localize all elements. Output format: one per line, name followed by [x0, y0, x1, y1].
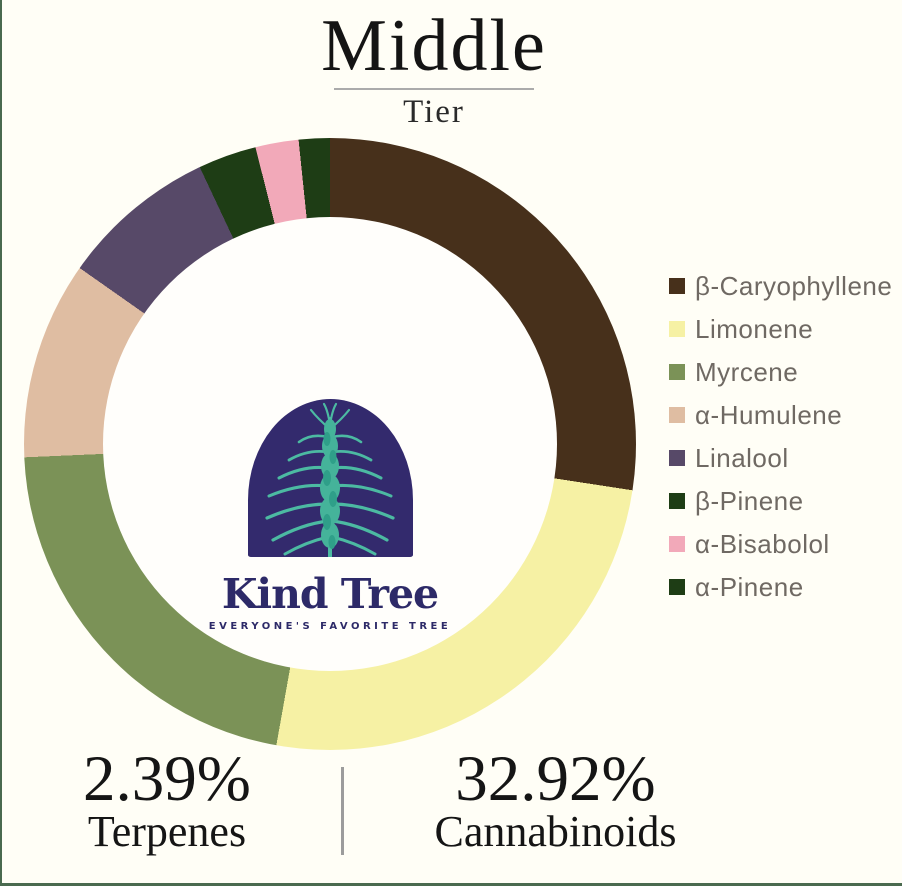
legend-swatch	[669, 364, 685, 380]
title-underline	[334, 88, 534, 90]
legend-label: Myrcene	[695, 356, 799, 387]
legend-swatch	[669, 321, 685, 337]
donut-hole: Kind Tree EVERYONE'S FAVORITE TREE	[103, 217, 557, 671]
cannabinoids-stat: 32.92% Cannabinoids	[348, 743, 763, 856]
logo-arch	[247, 399, 413, 557]
legend-label: Linalool	[695, 442, 789, 473]
page-subtitle: Tier	[403, 94, 465, 130]
legend-item: Linalool	[669, 442, 892, 473]
cannabis-plant-illustration	[264, 402, 395, 557]
legend-item: β-Caryophyllene	[669, 270, 893, 301]
terpenes-label: Terpenes	[87, 807, 247, 856]
legend-item: α-Humulene	[669, 399, 892, 430]
page-title: Middle	[321, 5, 547, 87]
legend-label: β-Pinene	[695, 485, 804, 516]
legend-item: β-Pinene	[669, 485, 892, 516]
cannabinoids-value: 32.92%	[455, 743, 656, 815]
kind-tree-logo: Kind Tree EVERYONE'S FAVORITE TREE	[170, 399, 490, 632]
terpene-donut-chart: Kind Tree EVERYONE'S FAVORITE TREE	[24, 138, 636, 750]
title-block: Middle Tier	[2, 6, 866, 130]
legend-label: Limonene	[695, 313, 814, 344]
terpenes-stat: 2.39% Terpenes	[2, 743, 342, 856]
legend-swatch	[669, 407, 685, 423]
legend-swatch	[669, 493, 685, 509]
legend-label: α-Bisabolol	[695, 528, 830, 559]
cannabinoids-label: Cannabinoids	[434, 807, 677, 856]
legend-item: α-Pinene	[669, 571, 892, 602]
legend-label: β-Caryophyllene	[695, 270, 893, 301]
legend-item: Myrcene	[669, 356, 892, 387]
legend-swatch	[669, 579, 685, 595]
legend-label: α-Humulene	[695, 399, 843, 430]
chart-legend: β-Caryophyllene Limonene Myrcene α-Humulene…	[669, 270, 893, 617]
logo-tagline: EVERYONE'S FAVORITE TREE	[208, 621, 452, 632]
legend-swatch	[669, 450, 685, 466]
legend-item: Limonene	[669, 313, 892, 344]
legend-label: α-Pinene	[695, 571, 804, 602]
legend-item: α-Bisabolol	[669, 528, 892, 559]
legend-swatch	[669, 278, 685, 294]
logo-wordmark: Kind Tree	[221, 570, 439, 618]
stats-divider	[341, 767, 344, 855]
terpenes-value: 2.39%	[83, 743, 251, 815]
legend-swatch	[669, 536, 685, 552]
